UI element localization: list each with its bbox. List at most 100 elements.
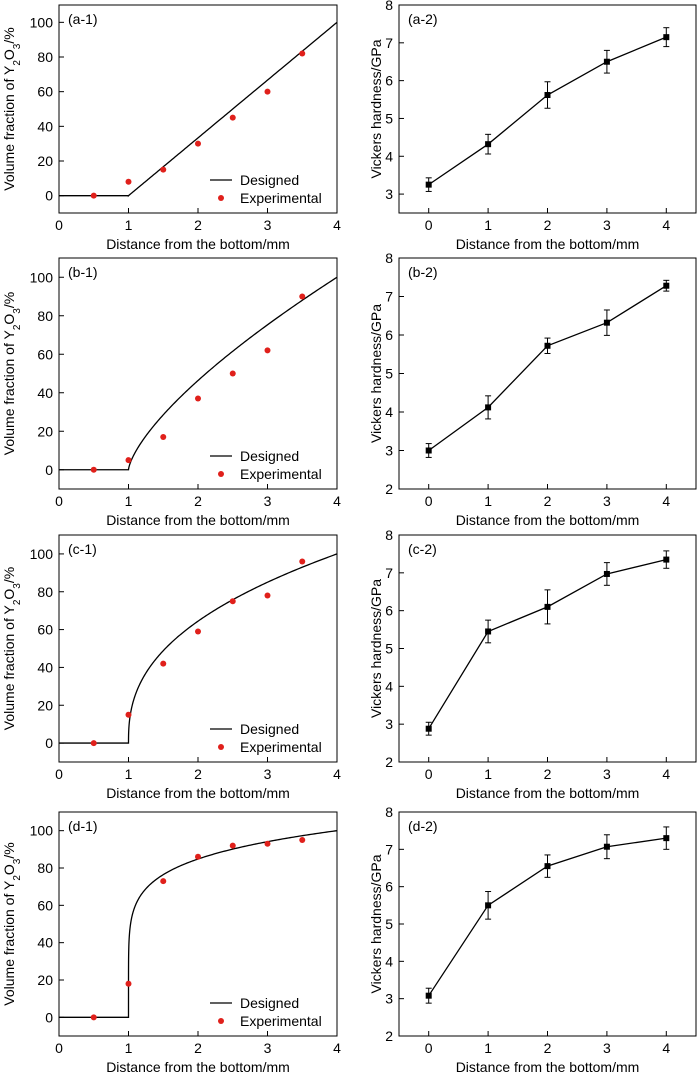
x-tick-label: 2 [194, 217, 202, 233]
y-axis-label: Volume fraction of Y2O3/% [1, 842, 23, 1005]
panel-label: (b-2) [408, 264, 438, 280]
y-tick-label: 80 [37, 584, 53, 600]
hardness-point [425, 725, 432, 732]
x-axis-label: Distance from the bottom/mm [456, 785, 640, 801]
experimental-point [264, 347, 271, 354]
hardness-line [428, 36, 667, 186]
panel-label: (d-1) [68, 818, 98, 834]
x-tick-label: 1 [484, 217, 492, 233]
experimental-point [160, 878, 167, 885]
y-tick-label: 100 [30, 14, 54, 30]
y-tick-label: 40 [37, 935, 53, 951]
legend-label-designed: Designed [240, 448, 299, 464]
y-tick-label: 100 [30, 823, 54, 839]
y-tick-label: 2 [385, 1028, 393, 1044]
designed-line [59, 830, 338, 1018]
y-tick-label: 20 [37, 423, 53, 439]
y-axis-label-part: Volume fraction of Y [1, 605, 17, 731]
experimental-point [125, 178, 132, 185]
y-axis-label-part: O [1, 314, 17, 325]
experimental-point [299, 837, 306, 843]
hardness-point [663, 282, 670, 289]
experimental-point [229, 598, 236, 605]
hardness-point [603, 843, 610, 850]
x-tick-label: 3 [603, 493, 611, 509]
y-axis-label-part: 2 [12, 324, 23, 330]
y-tick-label: 0 [45, 188, 53, 204]
experimental-point [90, 740, 97, 747]
experimental-point [299, 558, 306, 565]
legend-point-swatch [218, 1018, 224, 1024]
hardness-point [603, 570, 610, 577]
panel-label: (c-1) [68, 541, 97, 557]
experimental-point [195, 853, 201, 860]
x-tick-label: 4 [333, 1040, 341, 1056]
designed-line [59, 553, 338, 744]
legend-label-experimental: Experimental [240, 739, 322, 755]
x-tick-label: 4 [333, 217, 341, 233]
y-axis-label-part: O [1, 49, 17, 60]
plot-frame [398, 4, 697, 214]
y-tick-label: 0 [45, 735, 53, 751]
y-axis-label: Volume fraction of Y2O3/% [1, 27, 23, 190]
x-tick-label: 2 [194, 493, 202, 509]
legend-label-designed: Designed [240, 172, 299, 188]
hardness-point [425, 181, 432, 188]
x-tick-label: 0 [425, 217, 433, 233]
x-tick-label: 0 [425, 1040, 433, 1056]
y-axis-label: Volume fraction of Y2O3/% [1, 292, 23, 455]
x-tick-label: 3 [264, 217, 272, 233]
y-tick-label: 6 [385, 327, 393, 343]
panel-c-2: 0 1 2 3 4 2 3 4 5 6 7 8 Distance from the bottom/mm V… [368, 527, 697, 801]
x-tick-label: 2 [544, 766, 552, 782]
y-tick-label: 0 [45, 1009, 53, 1025]
y-axis-label: Volume fraction of Y2O3/% [1, 567, 23, 730]
y-tick-label: 8 [385, 527, 393, 543]
experimental-point [160, 660, 167, 667]
x-tick-label: 0 [425, 493, 433, 509]
y-tick-label: 20 [37, 697, 53, 713]
y-tick-label: 40 [37, 659, 53, 675]
x-tick-label: 1 [484, 493, 492, 509]
panel-label: (a-1) [68, 11, 98, 27]
y-tick-label: 80 [37, 49, 53, 65]
y-axis-label-part: 3 [12, 858, 23, 864]
y-tick-label: 0 [45, 462, 53, 478]
y-tick-label: 60 [37, 346, 53, 362]
panel-label: (c-2) [408, 541, 437, 557]
x-axis-label: Distance from the bottom/mm [106, 512, 290, 528]
y-tick-label: 5 [385, 366, 393, 382]
plot-frame [398, 257, 697, 490]
y-tick-label: 60 [37, 622, 53, 638]
experimental-point [264, 592, 271, 599]
x-tick-label: 4 [662, 766, 670, 782]
hardness-point [663, 556, 670, 563]
experimental-point [229, 842, 236, 849]
y-axis-label-part: /% [1, 292, 17, 308]
y-tick-label: 5 [385, 110, 393, 126]
y-axis-label-part: /% [1, 27, 17, 43]
x-tick-label: 0 [55, 493, 63, 509]
hardness-point [603, 319, 610, 326]
hardness-point [485, 141, 492, 148]
y-tick-label: 5 [385, 641, 393, 657]
y-tick-label: 100 [30, 269, 54, 285]
x-tick-label: 3 [264, 1040, 272, 1056]
hardness-point [485, 628, 492, 635]
hardness-point [544, 92, 551, 99]
hardness-point [663, 34, 670, 41]
x-tick-label: 1 [125, 766, 133, 782]
x-tick-label: 0 [425, 766, 433, 782]
x-tick-label: 4 [333, 493, 341, 509]
legend-point-swatch [218, 471, 224, 477]
y-axis-label-part: 2 [12, 60, 23, 66]
x-axis-label: Distance from the bottom/mm [106, 785, 290, 801]
x-tick-label: 3 [603, 766, 611, 782]
x-tick-label: 2 [544, 217, 552, 233]
hardness-point [544, 342, 551, 349]
x-tick-label: 2 [194, 766, 202, 782]
y-axis-label-part: 2 [12, 875, 23, 881]
